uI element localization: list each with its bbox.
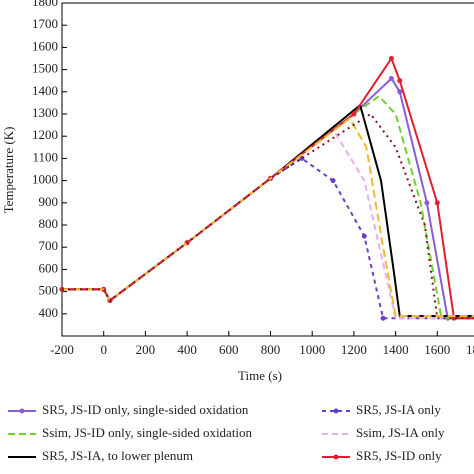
legend-label: SR5, JS-ID only (356, 448, 442, 463)
y-tick-label: 800 (39, 216, 59, 231)
legend-label: Ssim, JS-IA, to lower plenum (42, 471, 197, 474)
legend-label: SR5, JS-IA, to lower plenum (42, 448, 193, 463)
legend-label: SR5, JS-IA only (356, 402, 441, 417)
x-tick-label: 1600 (424, 342, 450, 357)
y-tick-label: 400 (39, 305, 59, 320)
legend-marker (333, 408, 339, 414)
y-tick-label: 1200 (32, 127, 58, 142)
legend-label: Ssim, JS-IA only (356, 425, 445, 440)
series-line (62, 116, 474, 318)
y-tick-label: 600 (39, 260, 59, 275)
x-tick-label: 400 (177, 342, 197, 357)
x-tick-label: 1200 (341, 342, 367, 357)
y-tick-label: 1800 (32, 0, 58, 9)
x-tick-label: 0 (100, 342, 107, 357)
series-line (62, 157, 474, 320)
series-marker (388, 75, 394, 81)
legend-marker (333, 454, 339, 460)
x-tick-label: 200 (136, 342, 156, 357)
series-marker (380, 315, 386, 321)
x-tick-label: 800 (261, 342, 281, 357)
legend-label: Ssim, JS-ID only (356, 471, 446, 474)
series-marker (388, 56, 394, 61)
y-tick-label: 900 (39, 194, 59, 209)
legend-label: Ssim, JS-ID only, single-sided oxidation (42, 425, 253, 440)
series-marker (330, 178, 336, 184)
legend-label: SR5, JS-ID only, single-sided oxidation (42, 402, 249, 417)
x-axis-label: Time (s) (238, 368, 282, 383)
series-line (62, 76, 474, 320)
legend-marker (19, 408, 25, 414)
y-tick-label: 500 (39, 283, 59, 298)
x-tick-label: 1800 (466, 342, 474, 357)
series-line (62, 103, 474, 318)
y-tick-label: 1700 (32, 16, 58, 31)
series-marker (424, 200, 430, 206)
series-marker (397, 89, 403, 95)
series-marker (434, 200, 440, 206)
series-line (62, 56, 474, 320)
y-tick-label: 1400 (32, 83, 58, 98)
y-tick-label: 1600 (32, 38, 58, 53)
series-line (62, 94, 474, 320)
x-tick-label: 1400 (383, 342, 409, 357)
y-tick-label: 700 (39, 238, 59, 253)
series-marker (351, 111, 357, 117)
series-line (62, 112, 474, 320)
y-axis-label: Temperature (K) (1, 127, 16, 214)
x-tick-label: 600 (219, 342, 239, 357)
x-tick-label: -200 (50, 342, 74, 357)
series-marker (397, 78, 403, 84)
series-marker (361, 233, 367, 239)
y-tick-label: 1100 (32, 149, 58, 164)
y-tick-label: 1500 (32, 61, 58, 76)
y-tick-label: 1300 (32, 105, 58, 120)
y-tick-label: 1000 (32, 172, 58, 187)
x-tick-label: 1000 (299, 342, 325, 357)
